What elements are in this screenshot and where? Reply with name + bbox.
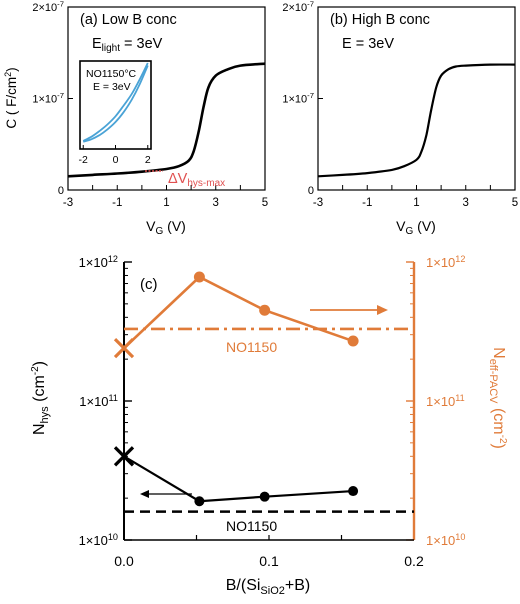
panel-c-title: (c) <box>140 276 158 293</box>
neff-point <box>193 271 205 283</box>
panel-b-x-tick-labels: -3 -1 1 3 5 <box>313 197 518 209</box>
inset-x-tick-label: -2 <box>79 154 88 166</box>
x-tick-label: -1 <box>112 197 122 209</box>
panel-b-energy-label: E = 3eV <box>342 36 394 52</box>
y-tick-label: 2×10-7 <box>282 0 314 14</box>
neff-reference-marker-stroke <box>113 338 135 359</box>
panel-b-ticks <box>317 6 516 191</box>
nhys-reference-marker <box>113 446 135 467</box>
left-tick-label: 1×1012 <box>79 254 118 270</box>
right-axis-arrow <box>310 305 388 315</box>
x-tick-label: 5 <box>262 197 268 209</box>
panel-b-title: (b) High B conc <box>330 12 430 28</box>
panel-b: -3 -1 1 3 5 0 1×10-7 2×10-7 (b) High B conc E … <box>282 0 518 237</box>
panel-a: -3 -1 1 3 5 0 1×10-7 2×10-7 (a) Low B conc Eli… <box>3 0 268 237</box>
panel-c-right-axis-label: Neff-PACV (cm-2) <box>487 347 508 449</box>
panel-a-y-tick-labels: 0 1×10-7 2×10-7 <box>32 0 64 197</box>
inset-ticks <box>82 145 149 149</box>
nhys-point <box>194 496 205 507</box>
panel-c: 1×1010 1×1011 1×1012 1×1010 1×1011 1×1012 0.… <box>30 254 508 597</box>
y-tick-label: 1×10-7 <box>282 91 314 105</box>
panel-b-y-tick-labels: 0 1×10-7 2×10-7 <box>282 0 314 197</box>
panel-c-left-tick-labels: 1×1010 1×1011 1×1012 <box>79 254 118 548</box>
panel-c-left-axis-label: Nhys (cm-2) <box>30 361 51 435</box>
neff-point <box>347 335 359 347</box>
x-tick-label: 0.2 <box>404 553 424 569</box>
panel-c-points <box>193 271 359 507</box>
panel-a-energy-label: Elight = 3eV <box>92 36 163 54</box>
panel-c-x-axis-label: B/(SiSiO2+B) <box>226 577 310 597</box>
panel-c-neff-line <box>123 275 354 350</box>
left-tick-label: 1×1010 <box>79 532 118 548</box>
panel-a-cv-curve <box>67 62 266 178</box>
nhys-reference-marker-stroke <box>113 446 135 467</box>
x-tick-label: 0.0 <box>114 553 134 569</box>
inset-curve-1 <box>82 62 149 142</box>
x-tick-label: -1 <box>362 197 372 209</box>
y-tick-label: 0 <box>308 185 314 197</box>
panel-c-right-tick-labels: 1×1010 1×1011 1×1012 <box>426 254 465 548</box>
inset-x-tick-labels: -2 0 2 <box>79 154 151 166</box>
inset-plot: NO1150°C E = 3eV -2 0 2 <box>79 60 152 166</box>
right-tick-label: 1×1010 <box>426 532 465 548</box>
inset-title-2: E = 3eV <box>93 81 131 93</box>
y-tick-label: 1×10-7 <box>32 91 64 105</box>
panel-a-title: (a) Low B conc <box>80 12 177 28</box>
inset-frame <box>79 60 152 150</box>
nhys-point <box>348 486 359 497</box>
x-tick-label: 1 <box>413 197 419 209</box>
panel-c-ref-label-black: NO1150 <box>226 518 277 534</box>
panel-c-nhys-line <box>123 455 354 503</box>
neff-point <box>259 304 271 316</box>
inset-title-1: NO1150°C <box>86 68 137 80</box>
panel-c-reference-markers <box>113 338 135 467</box>
right-tick-label: 1×1011 <box>426 393 465 409</box>
panel-a-ticks <box>67 6 266 191</box>
neff-reference-marker <box>113 338 135 359</box>
inset-curve-2 <box>82 65 149 143</box>
inset-x-tick-label: 0 <box>113 154 119 166</box>
x-tick-label: 3 <box>463 197 469 209</box>
hysteresis-annotation: ΔVhys-max <box>168 171 225 189</box>
panel-b-frame <box>317 6 516 191</box>
panel-a-y-axis-label: C ( F/cm2) <box>3 67 19 128</box>
nhys-point <box>259 491 270 502</box>
panel-a-x-tick-labels: -3 -1 1 3 5 <box>63 197 268 209</box>
panel-c-ref-label-orange: NO1150 <box>226 339 277 355</box>
inset-x-tick-label: 2 <box>145 154 151 166</box>
x-tick-label: -3 <box>313 197 323 209</box>
left-tick-label: 1×1011 <box>79 393 118 409</box>
panel-b-cv-curve <box>317 63 516 178</box>
x-tick-label: 5 <box>512 197 518 209</box>
x-tick-label: 1 <box>163 197 169 209</box>
x-tick-label: 3 <box>213 197 219 209</box>
right-tick-label: 1×1012 <box>426 254 465 270</box>
panel-c-x-tick-labels: 0.0 0.1 0.2 <box>114 553 424 569</box>
x-tick-label: -3 <box>63 197 73 209</box>
x-tick-label: 0.1 <box>259 553 279 569</box>
y-tick-label: 2×10-7 <box>32 0 64 14</box>
panel-a-x-axis-label: VG (V) <box>146 218 186 237</box>
left-axis-arrow <box>140 490 192 498</box>
panel-b-x-axis-label: VG (V) <box>396 218 436 237</box>
y-tick-label: 0 <box>58 185 64 197</box>
